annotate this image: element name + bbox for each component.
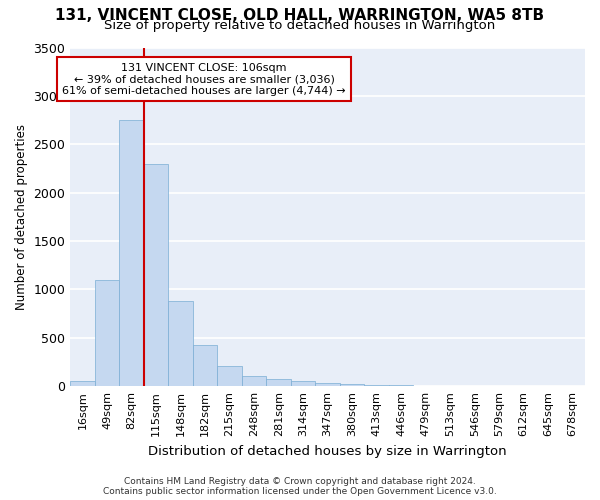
Bar (169, 301, 193, 386)
Bar (340, 384, 364, 386)
Bar (266, 379, 291, 386)
Bar (242, 376, 266, 386)
Text: 131, VINCENT CLOSE, OLD HALL, WARRINGTON, WA5 8TB: 131, VINCENT CLOSE, OLD HALL, WARRINGTON… (55, 8, 545, 22)
Text: 131 VINCENT CLOSE: 106sqm
← 39% of detached houses are smaller (3,036)
61% of se: 131 VINCENT CLOSE: 106sqm ← 39% of detac… (62, 62, 346, 96)
Y-axis label: Number of detached properties: Number of detached properties (15, 124, 28, 310)
Bar (193, 344, 217, 386)
Bar (316, 384, 340, 386)
Bar (119, 120, 144, 386)
Bar (217, 366, 242, 386)
Bar (144, 164, 169, 386)
X-axis label: Distribution of detached houses by size in Warrington: Distribution of detached houses by size … (148, 444, 507, 458)
Bar (291, 382, 316, 386)
Bar (70, 381, 95, 386)
Text: Contains HM Land Registry data © Crown copyright and database right 2024.
Contai: Contains HM Land Registry data © Crown c… (103, 476, 497, 496)
Bar (389, 385, 413, 386)
Bar (364, 384, 389, 386)
Bar (95, 280, 119, 386)
Text: Size of property relative to detached houses in Warrington: Size of property relative to detached ho… (104, 18, 496, 32)
